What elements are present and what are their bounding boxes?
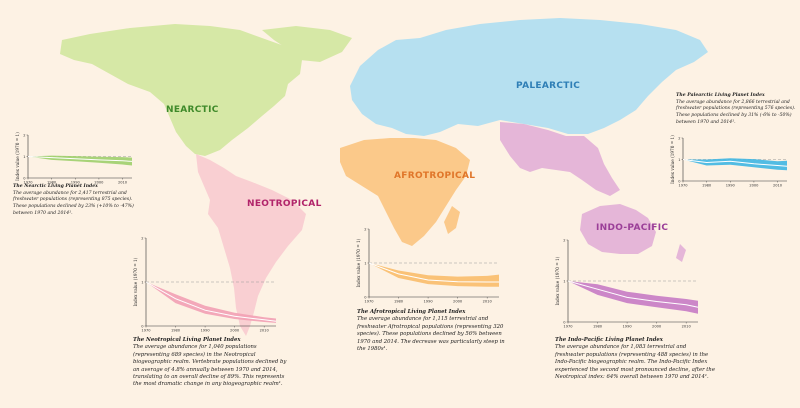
y-tick-label: 2 bbox=[364, 227, 366, 231]
y-tick-label: 1 bbox=[364, 261, 366, 265]
y-tick-label: 1 bbox=[23, 155, 25, 159]
x-tick-label: 1970 bbox=[678, 184, 688, 188]
y-axis-label: Index value (1970 = 1) bbox=[15, 132, 20, 181]
neotropical-caption-title: The Neotropical Living Planet Index bbox=[133, 337, 241, 343]
indopacific-caption-body: The average abundance for 1,083 terrestr… bbox=[555, 344, 715, 381]
indopacific-caption: The Indo-Pacific Living Planet Index The… bbox=[555, 337, 715, 381]
neotropical-caption-body: The average abundance for 1,040 populati… bbox=[133, 344, 287, 388]
x-tick-label: 2010 bbox=[260, 329, 270, 333]
x-tick-label: 1990 bbox=[424, 300, 434, 304]
region-palearctic bbox=[350, 18, 708, 136]
y-tick-label: 0 bbox=[563, 320, 566, 324]
neotropical-chart: 1970 1980 1990 2000 2010 0 1 2 Index value (1970… bbox=[133, 236, 277, 333]
x-tick-label: 2000 bbox=[652, 325, 662, 329]
x-tick-label: 1980 bbox=[47, 181, 57, 185]
index-line bbox=[368, 262, 499, 283]
x-tick-label: 2010 bbox=[483, 300, 493, 304]
y-tick-label: 0 bbox=[23, 176, 26, 180]
x-tick-label: 1970 bbox=[23, 181, 33, 185]
region-indopacific-australia bbox=[580, 204, 656, 254]
x-tick-label: 1990 bbox=[201, 329, 211, 333]
palearctic-label: PALEARCTIC bbox=[516, 81, 580, 91]
index-line bbox=[145, 281, 277, 322]
y-tick-label: 0 bbox=[364, 295, 367, 299]
y-tick-label: 0 bbox=[678, 179, 681, 183]
index-line bbox=[682, 159, 788, 167]
x-tick-label: 2010 bbox=[118, 181, 128, 185]
index-line bbox=[27, 156, 133, 162]
x-tick-label: 2010 bbox=[682, 325, 692, 329]
y-tick-label: 2 bbox=[23, 133, 25, 137]
nearctic-caption-title: The Nearctic Living Planet Index bbox=[13, 184, 98, 189]
region-indopacific-asia bbox=[500, 122, 620, 196]
y-tick-label: 1 bbox=[563, 279, 565, 283]
x-tick-label: 1990 bbox=[726, 184, 736, 188]
y-tick-label: 1 bbox=[678, 158, 680, 162]
x-tick-label: 1970 bbox=[563, 325, 573, 329]
x-tick-label: 2000 bbox=[749, 184, 759, 188]
afrotropical-chart: 1970 1980 1990 2000 2010 0 1 2 Index value (1970… bbox=[356, 227, 499, 304]
x-tick-label: 1980 bbox=[394, 300, 404, 304]
y-axis-label: Index value (1970 = 1) bbox=[555, 256, 560, 305]
region-newzealand bbox=[676, 244, 686, 262]
x-tick-label: 2000 bbox=[230, 329, 240, 333]
x-tick-label: 1980 bbox=[171, 329, 181, 333]
x-tick-label: 1990 bbox=[623, 325, 633, 329]
indopacific-label: INDO-PACIFIC bbox=[596, 223, 668, 233]
y-tick-label: 0 bbox=[141, 324, 144, 328]
palearctic-caption: The Palearctic Living Planet Index The a… bbox=[676, 93, 796, 126]
nearctic-caption: The Nearctic Living Planet Index The ave… bbox=[13, 184, 135, 217]
afrotropical-label: AFROTROPICAL bbox=[394, 171, 475, 181]
y-tick-label: 1 bbox=[141, 280, 143, 284]
y-axis-label: Index value (1970 = 1) bbox=[356, 238, 361, 287]
palearctic-caption-title: The Palearctic Living Planet Index bbox=[676, 93, 765, 98]
nearctic-caption-body: The average abundance for 2,417 terrestr… bbox=[13, 190, 134, 216]
region-madagascar bbox=[444, 206, 460, 234]
confidence-band bbox=[568, 281, 698, 314]
x-tick-label: 1980 bbox=[702, 184, 712, 188]
palearctic-caption-body: The average abundance for 2,866 terrestr… bbox=[676, 99, 796, 125]
index-line bbox=[567, 280, 699, 308]
indopacific-chart: 1970 1980 1990 2000 2010 0 1 2 Index value (1970… bbox=[555, 238, 699, 329]
region-afrotropical bbox=[340, 138, 470, 246]
y-tick-label: 2 bbox=[678, 136, 680, 140]
neotropical-label: NEOTROPICAL bbox=[247, 199, 322, 209]
afrotropical-caption: The Afrotropical Living Planet Index The… bbox=[357, 309, 507, 353]
x-tick-label: 2000 bbox=[453, 300, 463, 304]
y-tick-label: 2 bbox=[141, 236, 143, 240]
region-neotropical bbox=[196, 154, 306, 336]
x-tick-label: 1970 bbox=[364, 300, 374, 304]
x-tick-label: 2010 bbox=[773, 184, 783, 188]
region-nearctic bbox=[60, 24, 302, 156]
y-axis-label: Index value (1970 = 1) bbox=[133, 257, 138, 306]
x-tick-label: 1990 bbox=[71, 181, 81, 185]
indopacific-caption-title: The Indo-Pacific Living Planet Index bbox=[555, 337, 663, 343]
region-greenland bbox=[262, 26, 352, 62]
x-tick-label: 1980 bbox=[593, 325, 603, 329]
x-tick-label: 1970 bbox=[141, 329, 151, 333]
confidence-band bbox=[146, 282, 276, 323]
confidence-band bbox=[369, 263, 499, 287]
confidence-band bbox=[683, 158, 787, 171]
afrotropical-caption-body: The average abundance for 1,115 terrestr… bbox=[357, 316, 505, 353]
y-axis-label: Index value (1970 = 1) bbox=[670, 135, 675, 184]
nearctic-label: NEARCTIC bbox=[166, 105, 219, 115]
neotropical-caption: The Neotropical Living Planet Index The … bbox=[133, 337, 293, 389]
y-tick-label: 2 bbox=[563, 238, 565, 242]
afrotropical-caption-title: The Afrotropical Living Planet Index bbox=[357, 309, 466, 315]
x-tick-label: 2000 bbox=[94, 181, 104, 185]
